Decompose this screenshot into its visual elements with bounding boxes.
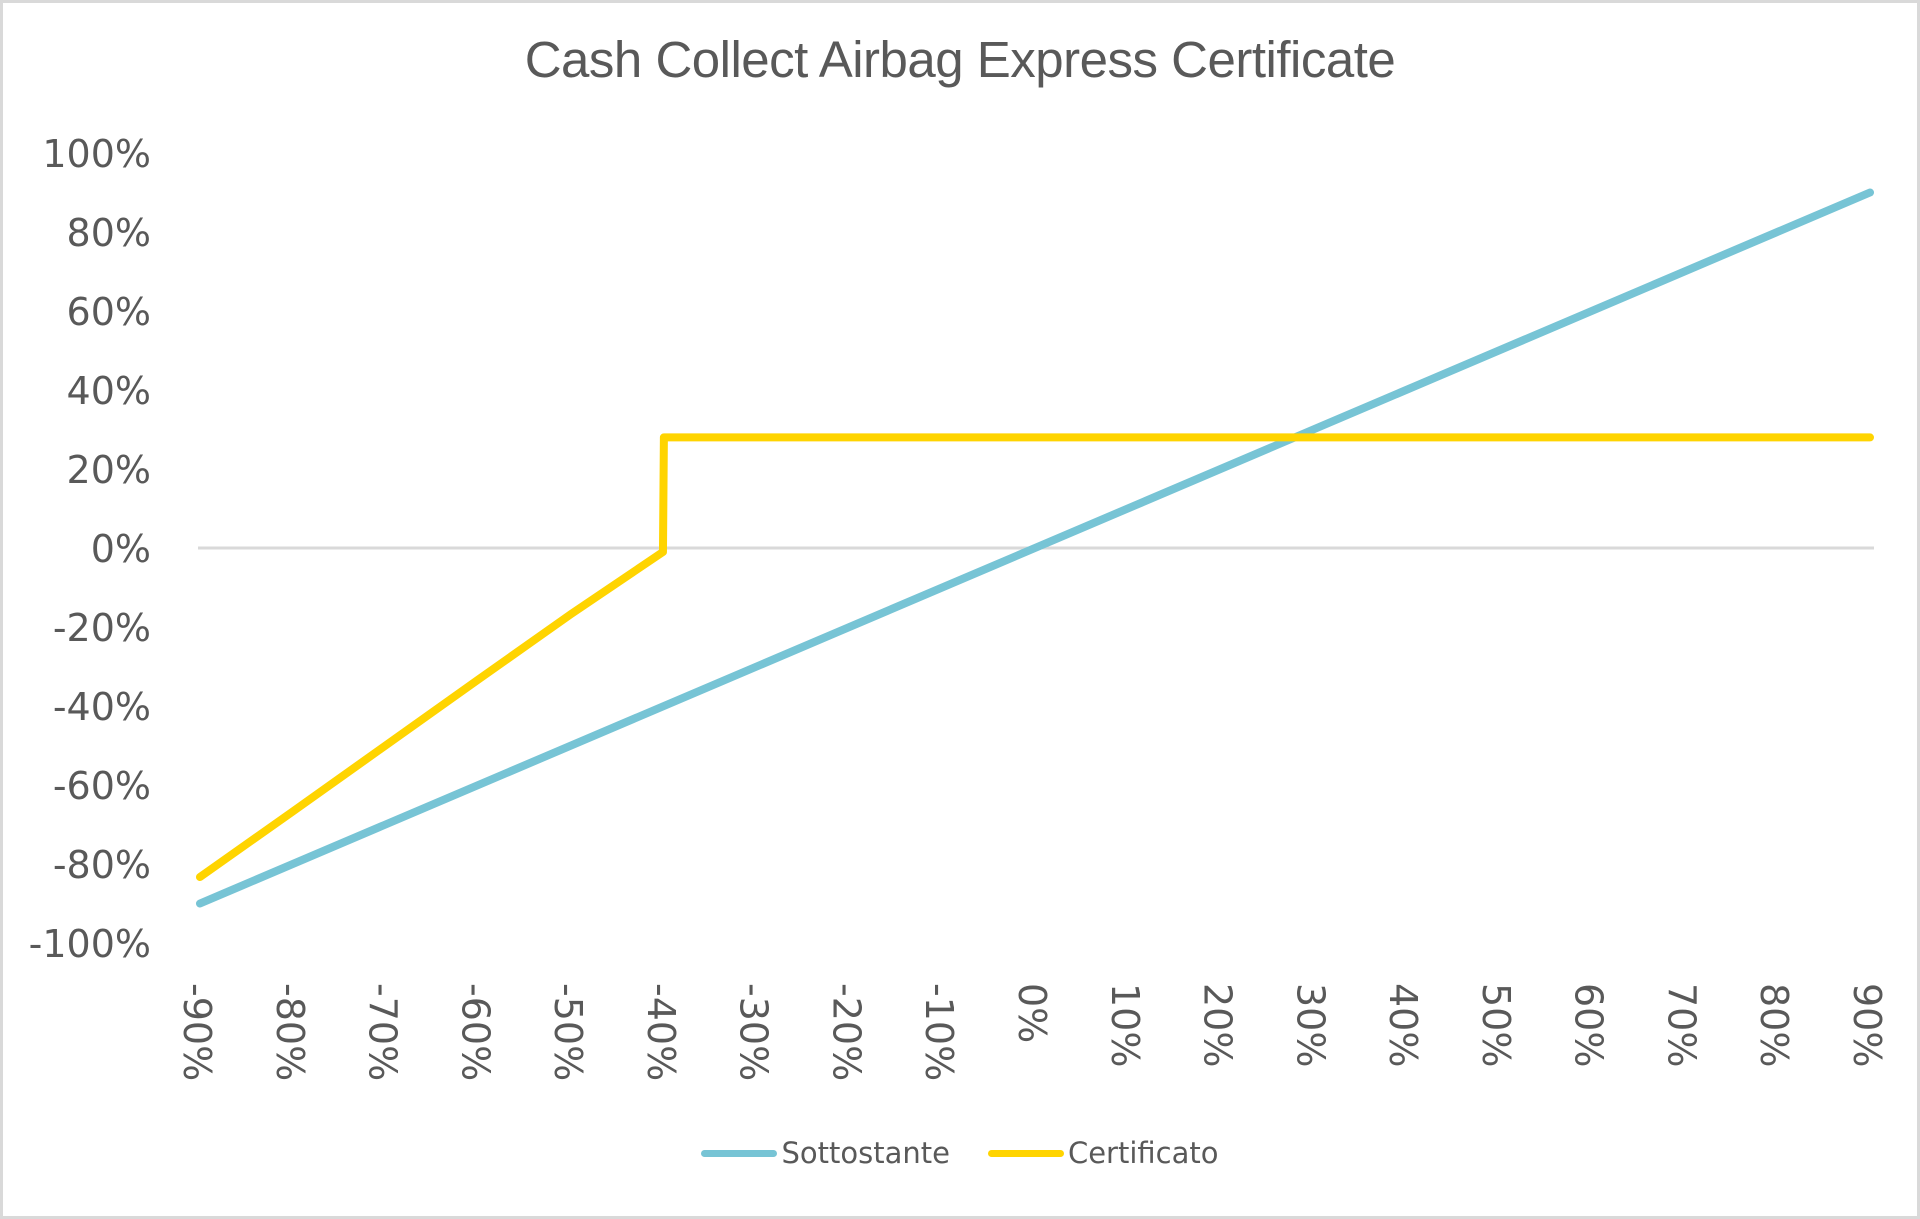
chart-title: Cash Collect Airbag Express Certificate: [524, 31, 1396, 88]
x-tick-label: -90%: [175, 983, 219, 1081]
x-tick-label: 90%: [1845, 983, 1889, 1067]
y-tick-label: 20%: [67, 448, 151, 492]
legend-line-icon: [701, 1149, 778, 1157]
x-tick-label: -50%: [546, 983, 590, 1081]
x-tick-label: -10%: [917, 983, 961, 1081]
y-tick-label: 40%: [67, 369, 151, 413]
legend-label: Sottostante: [781, 1136, 950, 1170]
x-tick-label: 70%: [1659, 983, 1703, 1067]
x-tick-label: 20%: [1196, 983, 1240, 1067]
y-tick-label: -100%: [29, 922, 151, 966]
x-axis-labels: -90% -80% -70% -60% -50% -40% -30% -20% -10% 0% 10…: [175, 983, 1889, 1081]
y-tick-label: 60%: [67, 290, 151, 334]
x-tick-label: 10%: [1103, 983, 1147, 1067]
y-tick-label: 0%: [91, 527, 151, 571]
x-tick-label: 40%: [1381, 983, 1425, 1067]
y-tick-label: -80%: [53, 843, 151, 887]
x-tick-label: -60%: [453, 983, 497, 1081]
x-tick-label: 50%: [1474, 983, 1518, 1067]
y-tick-label: -40%: [53, 685, 151, 729]
x-tick-label: -20%: [824, 983, 868, 1081]
x-tick-label: 60%: [1567, 983, 1611, 1067]
y-tick-label: 100%: [42, 132, 151, 176]
x-tick-label: -40%: [639, 983, 683, 1081]
x-tick-label: 0%: [1010, 983, 1054, 1043]
x-tick-label: 80%: [1752, 983, 1796, 1067]
y-tick-label: 80%: [67, 211, 151, 255]
x-tick-label: -70%: [361, 983, 405, 1081]
series-line-sottostante[interactable]: [196, 188, 1874, 908]
x-tick-label: -80%: [268, 983, 312, 1081]
y-tick-label: -20%: [53, 606, 151, 650]
legend: Sottostante Certificato: [0, 1136, 1920, 1170]
legend-item-sottostante[interactable]: Sottostante: [701, 1136, 950, 1170]
legend-label: Certificato: [1067, 1136, 1219, 1170]
legend-line-icon: [987, 1149, 1064, 1157]
x-tick-label: -30%: [732, 983, 776, 1081]
y-tick-label: -60%: [53, 764, 151, 808]
y-axis-labels: 100% 80% 60% 40% 20% 0% -20% -40% -60% -80% -100%: [29, 132, 151, 966]
series-lines: [196, 188, 1874, 908]
x-tick-label: 30%: [1288, 983, 1332, 1067]
legend-item-certificato[interactable]: Certificato: [987, 1136, 1219, 1170]
series-line-certificato[interactable]: [196, 433, 1874, 882]
